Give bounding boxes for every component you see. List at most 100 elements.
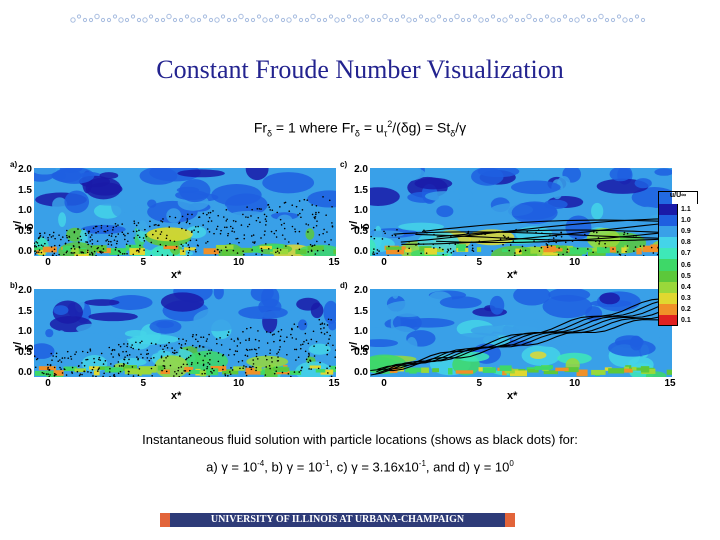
particle-dot <box>39 234 42 237</box>
decor-dot <box>310 13 316 20</box>
particle-dot <box>514 252 516 254</box>
particle-dot <box>35 241 37 243</box>
particle-dot <box>307 342 310 345</box>
particle-dot <box>94 225 97 228</box>
particle-dot <box>323 228 325 231</box>
particle-dot <box>57 360 60 362</box>
particle-dot <box>85 358 87 361</box>
particle-dot <box>281 234 284 236</box>
decor-dot <box>478 17 484 23</box>
particle-dot <box>124 234 126 237</box>
near-wall-patch <box>583 248 593 252</box>
x-tick-label: 5 <box>140 378 147 389</box>
particle-dot <box>408 247 410 250</box>
particle-dot <box>248 339 250 341</box>
near-wall-patch <box>93 370 100 376</box>
particle-dot <box>255 348 257 351</box>
particle-dot <box>291 225 294 228</box>
particle-dot <box>297 356 300 359</box>
legend-swatch <box>658 248 678 260</box>
particle-dot <box>138 229 140 232</box>
decor-dot <box>124 17 130 23</box>
particle-dot <box>464 255 467 256</box>
particle-dot <box>227 375 229 377</box>
x-tick-label: 5 <box>476 378 483 389</box>
particle-dot <box>206 353 209 355</box>
particle-dot <box>137 249 140 252</box>
particle-dot <box>558 247 560 249</box>
particle-dot <box>509 244 512 246</box>
particle-dot <box>80 251 83 254</box>
particle-dot <box>264 230 266 232</box>
decor-dot <box>82 17 88 23</box>
particle-dot <box>275 229 277 232</box>
legend-entry: 0.9 <box>658 226 698 238</box>
particle-dot <box>265 243 267 245</box>
particle-dot <box>257 217 260 219</box>
particle-dot <box>309 359 311 362</box>
particle-dot <box>231 369 234 371</box>
particle-dot <box>219 232 222 235</box>
particle-dot <box>318 318 321 321</box>
particle-dot <box>112 229 114 231</box>
particle-dot <box>545 243 548 245</box>
particle-dot <box>85 234 87 237</box>
particle-dot <box>65 251 68 254</box>
particle-dot <box>471 249 474 251</box>
decor-dot <box>256 14 262 19</box>
legend-value: 0.5 <box>681 272 691 280</box>
y-tick-label: 1.5 <box>18 305 32 317</box>
particle-dot <box>163 360 165 362</box>
decor-dot <box>328 14 334 19</box>
particle-dot <box>326 349 329 352</box>
particle-dot <box>322 232 324 235</box>
near-wall-patch <box>455 370 474 374</box>
particle-dot <box>277 356 279 358</box>
legend-value: 0.8 <box>681 239 691 247</box>
particle-dot <box>329 334 331 337</box>
contour-patch <box>45 328 54 338</box>
particle-dot <box>186 363 188 366</box>
particle-dot <box>119 345 122 348</box>
particle-dot <box>316 220 318 222</box>
decor-dot <box>94 13 100 20</box>
particle-dot <box>326 231 328 233</box>
particle-dot <box>279 218 282 221</box>
particle-dot <box>446 251 449 253</box>
particle-dot <box>36 242 39 244</box>
particle-dot <box>502 234 505 237</box>
particle-dot <box>298 248 301 251</box>
legend-value: 1.0 <box>681 217 691 225</box>
particle-trajectory <box>436 229 672 238</box>
particle-dot <box>177 366 180 369</box>
particle-dot <box>119 251 122 254</box>
particle-dot <box>619 254 622 256</box>
particle-dot <box>182 363 185 366</box>
particle-dot <box>93 357 95 360</box>
particle-trajectory <box>370 297 672 372</box>
particle-dot <box>51 250 54 253</box>
particle-dot <box>245 374 248 377</box>
formula-sub: τ <box>383 128 388 139</box>
caption-text: , c) <box>329 459 352 475</box>
caption-sup: -1 <box>322 459 330 468</box>
particle-dot <box>381 238 384 240</box>
x-axis-label: x* <box>171 390 182 402</box>
near-wall-patch <box>543 370 559 375</box>
particle-dot <box>108 371 111 373</box>
particle-dot <box>518 250 521 253</box>
contour-patch <box>160 292 205 312</box>
y-tick-label: 0.5 <box>354 346 368 358</box>
particle-dot <box>52 254 54 256</box>
particle-dot <box>323 323 326 325</box>
particle-dot <box>246 206 248 208</box>
particle-dot <box>325 214 327 216</box>
caption-text: , b) <box>264 459 287 475</box>
particle-dot <box>125 350 128 353</box>
y-tick-label: 1.0 <box>18 205 32 216</box>
particle-dot <box>376 249 379 251</box>
particle-dot <box>265 215 268 218</box>
particle-dot <box>269 367 271 370</box>
particle-dot <box>442 253 444 256</box>
particle-dot <box>283 340 286 343</box>
